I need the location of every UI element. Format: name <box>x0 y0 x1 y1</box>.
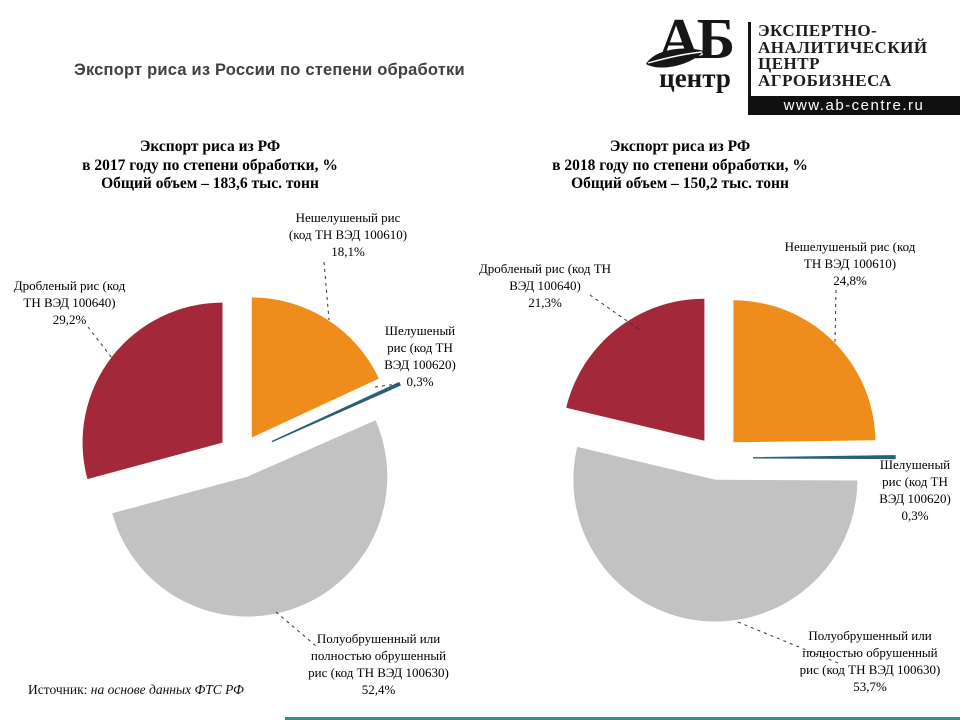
label-line: 18,1% <box>331 244 365 259</box>
label-line: 52,4% <box>361 682 396 697</box>
label-line: рис (код ТН <box>387 340 453 355</box>
chart-title-line: в 2018 году по степени обработки, % <box>552 156 808 174</box>
pie-2018-slice-neshelusheny <box>733 300 876 443</box>
pie-2017-slice-poluobrushenny <box>112 420 388 617</box>
chart-title-line: Общий объем – 150,2 тыс. тонн <box>571 175 789 192</box>
label-line: полностью обрушенный <box>802 645 938 660</box>
logo-divider <box>748 22 751 96</box>
chart-title-2018: Экспорт риса из РФ в 2018 году по степен… <box>500 138 860 194</box>
chart-title-line: Экспорт риса из РФ <box>609 138 751 155</box>
logo-tagline-line: АНАЛИТИЧЕСКИЙ <box>758 37 928 57</box>
source-note: Источник: на основе данных ФТС РФ <box>28 682 244 698</box>
label-line: ВЭД 100620) <box>879 491 951 506</box>
label-line: рис (код ТН <box>882 474 948 489</box>
page-title: Экспорт риса из России по степени обрабо… <box>74 61 465 79</box>
label-line: Шелушеный <box>384 323 456 338</box>
label-line: 0,3% <box>901 508 929 523</box>
leader-line <box>589 294 641 331</box>
label-2018-drobleny: Дробленый рис (код ТН ВЭД 100640) 21,3% <box>455 260 635 311</box>
label-line: 0,3% <box>406 374 434 389</box>
label-line: полностью обрушенный <box>310 648 447 663</box>
leader-line <box>87 326 113 359</box>
label-line: Полуобрушенный или <box>808 628 932 643</box>
source-text: на основе данных ФТС РФ <box>90 682 244 697</box>
label-line: Дробленый рис (код ТН <box>478 261 612 276</box>
pie-2018-slice-poluobrushenny <box>573 446 858 622</box>
logo-tagline-line: АГРОБИЗНЕСА <box>758 70 892 90</box>
pie-2018-slice-shelusheny <box>752 455 896 460</box>
label-line: 21,3% <box>528 295 562 310</box>
logo-sub-text: центр <box>659 63 731 93</box>
ab-centre-logo: АБ центр ЭКСПЕРТНО- АНАЛИТИЧЕСКИЙ ЦЕНТР … <box>645 10 960 116</box>
label-2018-neshelusheny: Нешелушеный рис (код ТН ВЭД 100610) 24,8… <box>752 238 948 289</box>
label-line: ТН ВЭД 100640) <box>23 295 116 310</box>
label-line: Полуобрушенный или <box>316 631 441 646</box>
chart-title-line: Общий объем – 183,6 тыс. тонн <box>101 175 319 192</box>
logo-mark: АБ центр <box>645 10 745 93</box>
leader-line <box>323 261 330 321</box>
label-line: 24,8% <box>833 273 867 288</box>
label-line: ВЭД 100640) <box>509 278 581 293</box>
leaf-icon <box>646 48 704 68</box>
label-2017-drobleny: Дробленый рис (код ТН ВЭД 100640) 29,2% <box>2 277 137 328</box>
chart-title-2017: Экспорт риса из РФ в 2017 году по степен… <box>30 138 390 194</box>
label-line: ВЭД 100620) <box>384 357 456 372</box>
label-line: Шелушеный <box>879 457 951 472</box>
logo-tagline: ЭКСПЕРТНО- АНАЛИТИЧЕСКИЙ ЦЕНТР АГРОБИЗНЕ… <box>758 21 928 90</box>
label-2017-neshelusheny: Нешелушеный рис (код ТН ВЭД 100610) 18,1… <box>258 209 438 260</box>
source-prefix: Источник: <box>28 682 88 697</box>
logo-tagline-line: ЦЕНТР <box>758 54 821 73</box>
pie-2017-slice-neshelusheny <box>251 297 379 438</box>
leader-line <box>275 611 317 647</box>
label-line: рис (код ТН ВЭД 100630) <box>799 662 941 677</box>
label-line: 53,7% <box>853 679 887 694</box>
footer-accent-bar <box>285 717 960 720</box>
label-line: 29,2% <box>52 312 87 327</box>
pie-2017-slice-shelusheny <box>271 381 401 443</box>
label-line: Дробленый рис (код <box>13 278 126 293</box>
leader-line <box>834 289 837 343</box>
label-line: Нешелушеный рис (код <box>784 239 916 254</box>
label-2018-shelusheny: Шелушеный рис (код ТН ВЭД 100620) 0,3% <box>869 456 960 524</box>
label-line: (код ТН ВЭД 100610) <box>288 227 408 242</box>
chart-title-line: в 2017 году по степени обработки, % <box>82 156 338 174</box>
label-line: ТН ВЭД 100610) <box>803 256 897 271</box>
pie-2018-slice-drobleny <box>566 298 705 441</box>
label-2017-poluobrushenny: Полуобрушенный или полностью обрушенный … <box>286 630 471 698</box>
label-2018-poluobrushenny: Полуобрушенный или полностью обрушенный … <box>775 627 960 695</box>
chart-title-line: Экспорт риса из РФ <box>139 138 281 155</box>
logo-tagline-line: ЭКСПЕРТНО- <box>758 21 878 40</box>
logo-url: www.ab-centre.ru <box>748 96 960 115</box>
pie-2017-slice-drobleny <box>82 302 223 480</box>
label-line: Нешелушеный рис <box>295 210 401 225</box>
label-line: рис (код ТН ВЭД 100630) <box>308 665 449 680</box>
label-2017-shelusheny: Шелушеный рис (код ТН ВЭД 100620) 0,3% <box>374 322 466 390</box>
